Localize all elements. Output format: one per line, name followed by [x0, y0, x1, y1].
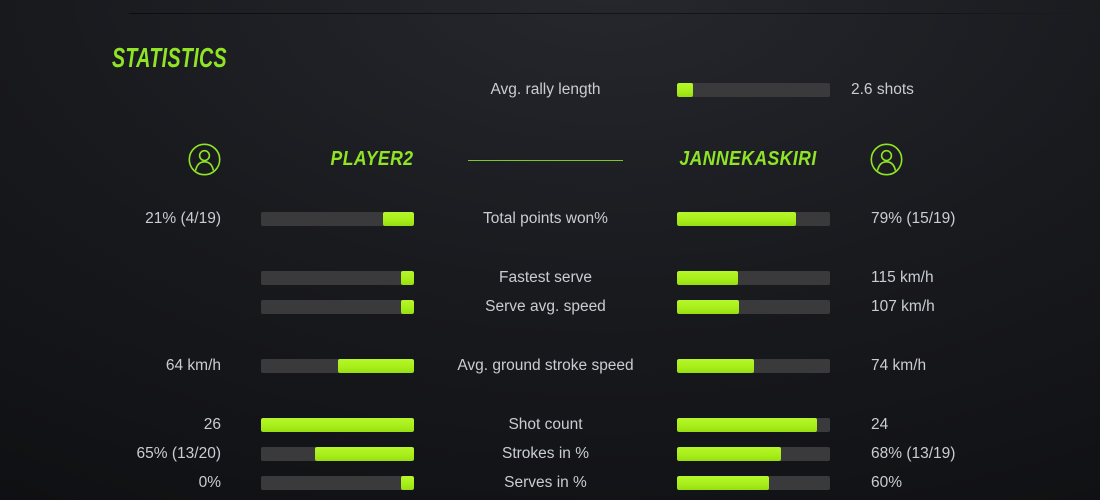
stat-right-bar: [677, 446, 830, 461]
stat-right-bar-fill: [677, 417, 817, 432]
stat-left-bar: [261, 475, 414, 490]
user-icon: [188, 143, 221, 176]
stat-right-bar-fill: [677, 270, 739, 285]
stat-right-value: 24: [871, 415, 889, 433]
stat-right-bar-fill: [677, 211, 797, 226]
stat-right-bar-fill: [677, 475, 769, 490]
user-icon: [870, 143, 903, 176]
stat-left-bar-fill: [401, 270, 414, 285]
stat-label: Avg. ground stroke speed: [457, 356, 634, 374]
stat-label: Shot count: [508, 415, 583, 433]
stat-row: Serve avg. speed 107 km/h: [0, 292, 1100, 321]
stat-right-value: 74 km/h: [871, 356, 927, 374]
stat-left-bar: [261, 299, 414, 314]
stat-right-bar-fill: [677, 299, 739, 314]
names-divider: [468, 160, 623, 161]
stat-right-bar-fill: [677, 446, 782, 461]
stat-row: 21% (4/19) Total points won% 79% (15/19): [0, 204, 1100, 233]
player-right-name: JANNEKASKIRI: [679, 148, 817, 170]
stat-right-value: 107 km/h: [871, 297, 935, 315]
stat-label: Strokes in %: [501, 444, 589, 462]
stat-right-bar: [677, 211, 830, 226]
stat-left-value: 0%: [198, 473, 221, 491]
stats-rows: 21% (4/19) Total points won% 79% (15/19)…: [0, 204, 1100, 497]
stat-right-value: 115 km/h: [871, 268, 934, 286]
stat-label: Serves in %: [504, 473, 587, 491]
stat-left-value: 21% (4/19): [145, 209, 221, 227]
stat-label: Fastest serve: [498, 268, 593, 286]
rally-row: Avg. rally length 2.6 shots: [0, 75, 1100, 104]
stat-right-bar: [677, 475, 830, 490]
stat-right-value: 60%: [871, 473, 903, 491]
stat-left-bar-fill: [261, 417, 414, 432]
stat-row: 26 Shot count 24: [0, 410, 1100, 439]
stat-left-bar: [261, 446, 414, 461]
stat-left-bar-fill: [401, 299, 414, 314]
stat-row: 65% (13/20) Strokes in % 68% (13/19): [0, 439, 1100, 468]
rally-bar: [677, 82, 830, 97]
stat-left-bar: [261, 270, 414, 285]
stat-row: 0% Serves in % 60%: [0, 468, 1100, 497]
stat-label: Total points won%: [483, 209, 608, 227]
stat-right-value: 68% (13/19): [871, 444, 956, 462]
stat-left-bar: [261, 417, 414, 432]
stat-left-bar-fill: [314, 446, 414, 461]
stat-right-bar: [677, 299, 830, 314]
top-divider-line: [129, 13, 1092, 14]
stat-row: Fastest serve 115 km/h: [0, 263, 1100, 292]
stat-row: 64 km/h Avg. ground stroke speed 74 km/h: [0, 351, 1100, 380]
stat-right-bar-fill: [677, 358, 754, 373]
player-left-name: PLAYER2: [330, 148, 414, 170]
stat-right-bar: [677, 417, 830, 432]
stat-left-bar-fill: [382, 211, 414, 226]
rally-value: 2.6 shots: [851, 80, 914, 98]
stat-right-bar: [677, 270, 830, 285]
stat-left-bar: [261, 358, 414, 373]
players-header: PLAYER2 JANNEKASKIRI: [0, 137, 1100, 181]
stat-left-value: 26: [203, 415, 221, 433]
rally-bar-fill: [677, 82, 694, 97]
stat-left-bar-fill: [401, 475, 414, 490]
stat-left-value: 65% (13/20): [136, 444, 221, 462]
stat-left-bar: [261, 211, 414, 226]
stat-label: Serve avg. speed: [485, 297, 606, 315]
stat-left-bar-fill: [337, 358, 414, 373]
page-title: STATISTICS: [112, 42, 227, 73]
rally-label: Avg. rally length: [490, 80, 601, 98]
stat-right-value: 79% (15/19): [871, 209, 956, 227]
stat-right-bar: [677, 358, 830, 373]
stat-left-value: 64 km/h: [165, 356, 221, 374]
